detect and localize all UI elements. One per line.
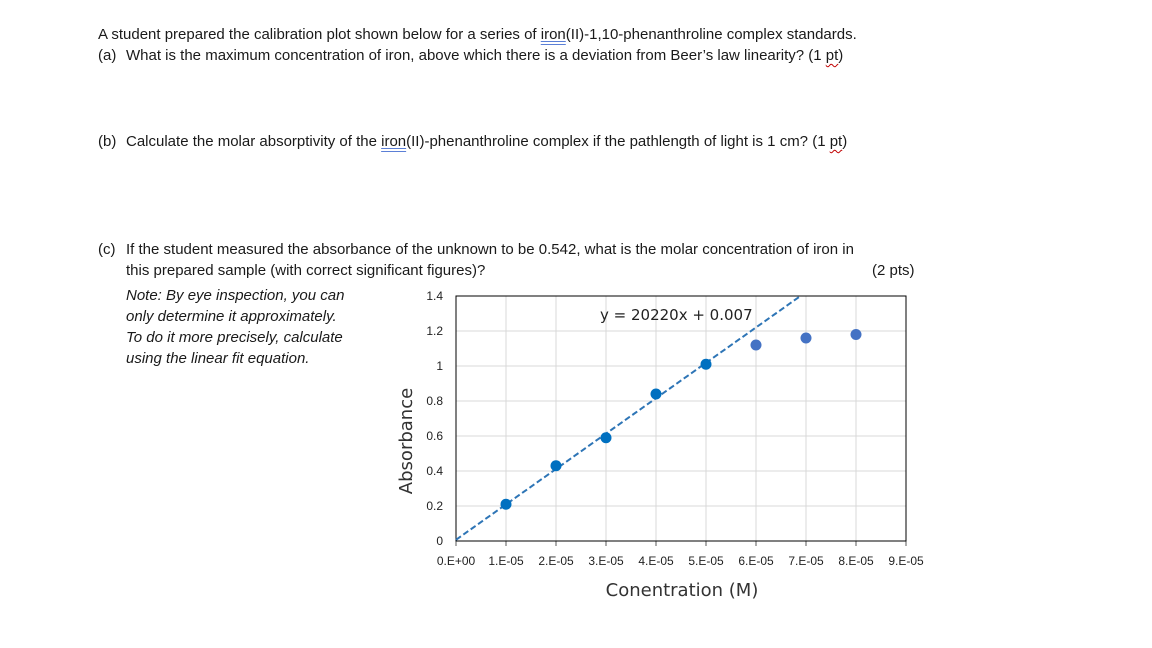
x-tick-label: 3.E-05 [588,554,624,568]
data-point [700,358,712,370]
y-tick-labels: 0 0.2 0.4 0.6 0.8 1 1.2 1.4 [426,289,443,548]
x-tick-label: 9.E-05 [888,554,924,568]
y-tick-label: 0.8 [426,394,443,408]
intro-text: A student prepared the calibration plot … [98,25,857,45]
x-axis-title: Conentration (M) [606,580,759,601]
x-tick-label: 2.E-05 [538,554,574,568]
data-point [800,332,812,344]
trendline-line [455,295,802,541]
x-tick-label: 8.E-05 [838,554,874,568]
data-point [550,460,562,472]
data-point [750,339,762,351]
question-a-close: ) [838,47,844,64]
note-line-3: To do it more precisely, calculate [126,329,343,346]
x-tick-label: 1.E-05 [488,554,524,568]
question-a-text: What is the maximum concentration of iro… [126,46,843,66]
y-tick-label: 0.4 [426,464,443,478]
intro-pre: A student prepared the calibration plot … [98,26,541,43]
x-tick-label: 5.E-05 [688,554,724,568]
question-c-points: (2 pts) [872,262,915,279]
x-tick-label: 6.E-05 [738,554,774,568]
question-a-body: What is the maximum concentration of iro… [126,47,826,64]
y-tick-label: 0 [436,534,443,548]
question-c-label: (c) [98,241,116,258]
x-tick-label: 7.E-05 [788,554,824,568]
y-tick-label: 1.4 [426,289,443,303]
x-tick-label: 0.E+00 [437,554,476,568]
note-text: Note: By eye inspection, you can only de… [126,285,386,369]
y-tick-label: 0.6 [426,429,443,443]
question-a-pt: pt [825,47,839,64]
question-b-pt: pt [829,133,843,150]
x-tick-labels: 0.E+00 1.E-05 2.E-05 3.E-05 4.E-05 5.E-05 6.E-… [437,554,924,568]
question-b-text: Calculate the molar absorptivity of the … [126,132,847,152]
question-b-pre: Calculate the molar absorptivity of the [126,133,382,150]
y-tick-label: 1 [436,359,443,373]
data-points [500,329,862,510]
chart-grid [456,295,907,541]
intro-post: (II)-1,10-phenanthroline complex standar… [565,26,857,43]
calibration-chart: 0.E+00 1.E-05 2.E-05 3.E-05 4.E-05 5.E-05 6.E-… [396,289,924,601]
chart-axes [455,295,907,546]
trendline-equation: y = 20220x + 0.007 [600,306,753,324]
intro-iron: iron [540,26,566,43]
question-b-close: ) [842,133,848,150]
question-c-line1: If the student measured the absorbance o… [126,241,854,258]
plot-area-border [455,295,907,542]
y-tick-label: 1.2 [426,324,443,338]
data-point [850,329,862,340]
x-tick-label: 4.E-05 [638,554,674,568]
y-axis-title: Absorbance [396,388,417,494]
data-point [650,388,662,400]
data-point [600,432,612,444]
question-b-label: (b) [98,133,117,150]
trendline [455,295,802,541]
question-c-line2: this prepared sample (with correct signi… [126,262,486,279]
question-b-iron: iron [381,133,407,150]
data-point [500,498,512,510]
note-line-1: Note: By eye inspection, you can [126,287,345,304]
y-tick-label: 0.2 [426,499,443,513]
question-a-label: (a) [98,47,117,64]
note-line-4: using the linear fit equation. [126,350,310,367]
note-line-2: only determine it approximately. [126,308,337,325]
question-b-post: (II)-phenanthroline complex if the pathl… [406,133,830,150]
